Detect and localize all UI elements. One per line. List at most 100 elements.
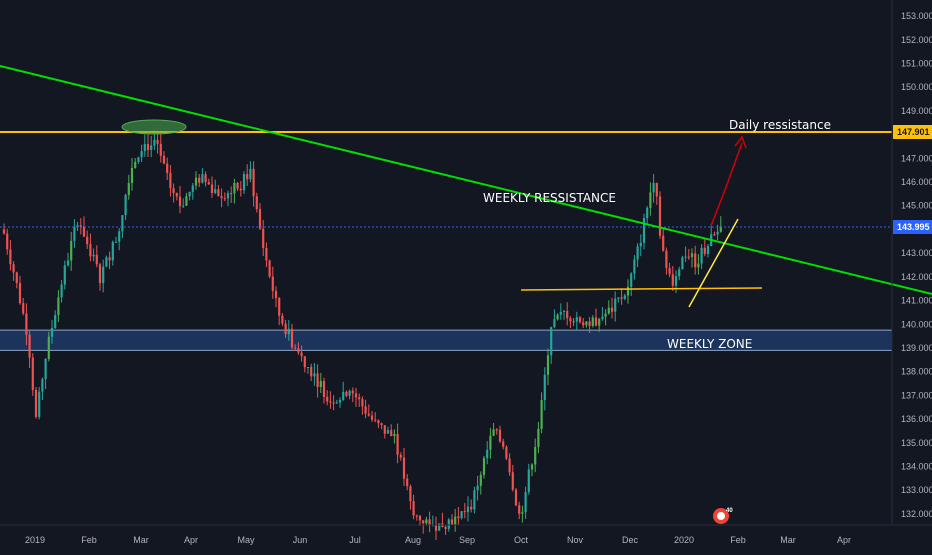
candle (252, 161, 255, 207)
price-tick-label: 135.000 (901, 438, 932, 448)
candle (162, 151, 166, 165)
candle (470, 499, 473, 513)
candle (22, 297, 25, 316)
candle (236, 182, 239, 192)
candle (607, 300, 610, 315)
candle (38, 386, 41, 420)
price-tick-label: 149.000 (901, 106, 932, 116)
time-tick-label: 2019 (25, 535, 45, 545)
price-tick-label: 141.000 (901, 296, 932, 306)
price-tick-label: 136.000 (901, 414, 932, 424)
svg-text:40: 40 (726, 508, 733, 514)
candle (454, 508, 457, 532)
candle (678, 266, 681, 281)
candle (271, 266, 274, 299)
price-tick-label: 132.000 (901, 509, 932, 519)
top-highlight-ellipse[interactable] (121, 119, 187, 135)
candle (601, 306, 604, 321)
time-tick-label: Jun (293, 535, 308, 545)
candle (348, 389, 351, 400)
candle (687, 248, 690, 260)
candle (684, 246, 687, 262)
candle (633, 255, 636, 280)
candle (354, 387, 358, 407)
candle (290, 323, 294, 350)
candle (303, 356, 306, 373)
price-tick-label: 143.000 (901, 248, 932, 258)
candle (15, 271, 18, 289)
candle (434, 516, 438, 540)
local-support-line[interactable] (520, 287, 763, 291)
candle (287, 320, 290, 341)
candle (489, 427, 492, 459)
candle (588, 317, 591, 333)
candle (598, 317, 601, 332)
candle (175, 192, 178, 201)
candle (108, 251, 111, 270)
candle (137, 156, 140, 164)
candle (105, 255, 108, 268)
candle (386, 426, 390, 434)
candle (591, 315, 594, 328)
candle (41, 377, 44, 400)
candle (594, 308, 598, 327)
candle (559, 303, 562, 320)
candle (278, 297, 281, 326)
current-price-tag: 143.995 (897, 222, 930, 232)
candle (412, 494, 415, 520)
time-tick-label: Mar (133, 535, 149, 545)
candle (546, 348, 550, 386)
candle (370, 411, 374, 422)
candle (537, 421, 540, 454)
price-tick-label: 150.000 (901, 82, 932, 92)
candle (482, 455, 486, 479)
candle (479, 471, 482, 495)
tradingview-logo: 40 (713, 508, 733, 524)
weekly-resistance-label: WEEKLY RESSISTANCE (483, 191, 616, 205)
weekly-trendline[interactable] (0, 65, 932, 295)
price-tick-label: 152.000 (901, 35, 932, 45)
candle (316, 364, 319, 398)
candle (351, 387, 354, 403)
candle (694, 245, 697, 275)
candle (393, 429, 396, 444)
candle (182, 198, 185, 208)
candle (79, 218, 82, 235)
candle (358, 393, 361, 407)
candle (127, 174, 130, 200)
candle (463, 503, 466, 519)
candle (150, 135, 153, 158)
candle (98, 262, 102, 291)
candle (511, 464, 514, 492)
candle (553, 309, 556, 329)
candle (220, 188, 223, 208)
candle (102, 259, 105, 293)
candle (338, 397, 342, 408)
candle (450, 514, 454, 525)
time-axis[interactable]: 2019 Feb Mar Apr May Jun Jul Aug Sep Oct Nov Dec 202… (25, 535, 851, 545)
price-tick-label: 142.000 (901, 272, 932, 282)
candle (246, 164, 249, 186)
rising-trendline[interactable] (688, 218, 739, 308)
candle (383, 425, 386, 439)
candle (294, 344, 297, 352)
candle (194, 171, 198, 190)
candle (265, 242, 268, 268)
projection-arrow[interactable] (710, 142, 743, 227)
time-tick-label: Feb (730, 535, 746, 545)
time-tick-label: Aug (405, 535, 421, 545)
candle (550, 326, 553, 364)
candle (31, 353, 34, 396)
candle (130, 158, 134, 191)
candle (118, 228, 121, 251)
time-tick-label: Apr (184, 535, 198, 545)
candle (335, 399, 338, 404)
resistance-price-tag-bg (893, 125, 932, 139)
candle (668, 262, 671, 278)
candle (319, 373, 322, 394)
candle (418, 514, 422, 526)
candle (438, 523, 441, 531)
candle (204, 171, 207, 187)
